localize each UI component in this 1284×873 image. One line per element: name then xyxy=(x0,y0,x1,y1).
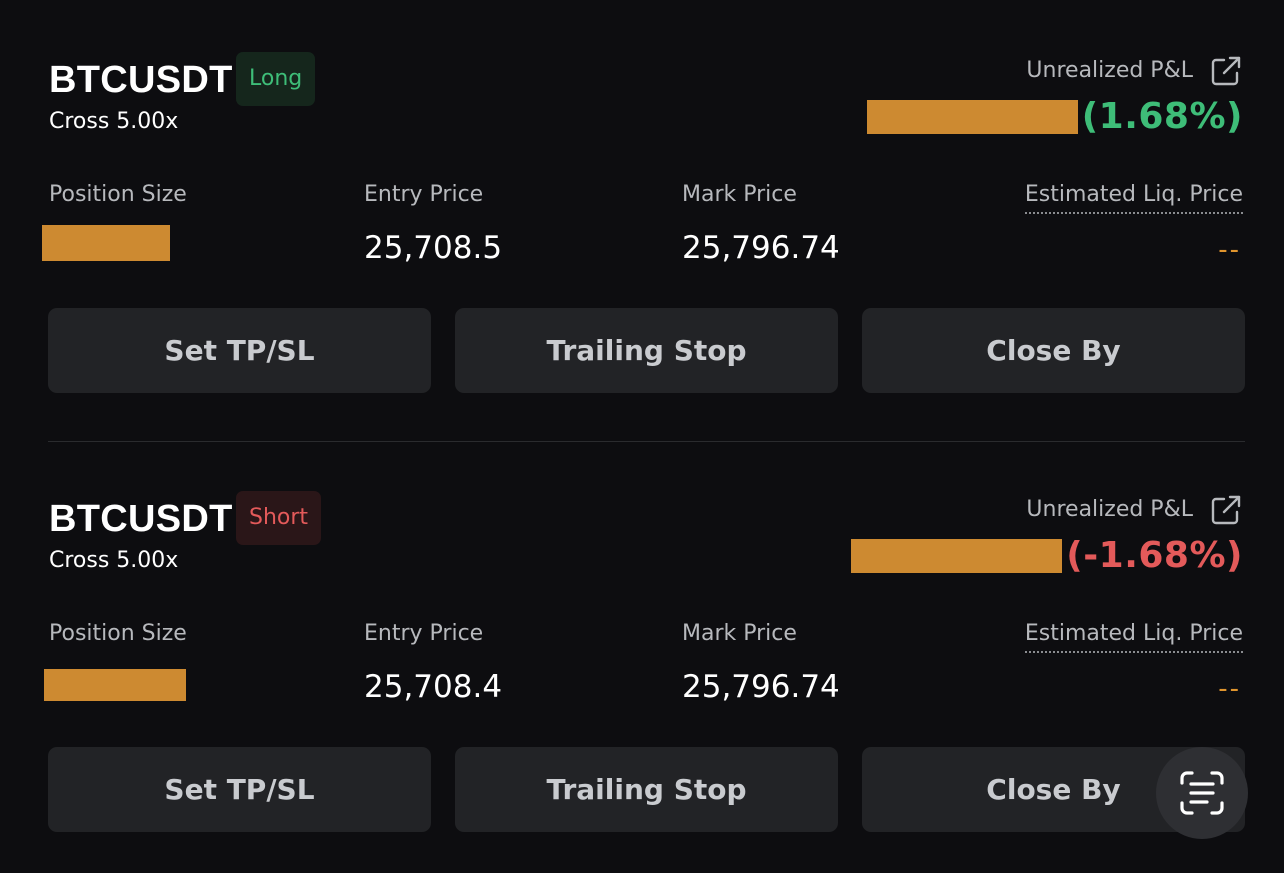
pnl-percent: (1.68%) xyxy=(1081,96,1243,137)
unrealized-pnl-label: Unrealized P&L xyxy=(1026,497,1193,522)
redacted-pnl-amount xyxy=(866,100,1078,134)
estimated-liq-price-label[interactable]: Estimated Liq. Price xyxy=(1024,619,1243,653)
redacted-pnl-amount xyxy=(851,539,1063,573)
unrealized-pnl-label: Unrealized P&L xyxy=(1026,58,1193,83)
trailing-stop-button[interactable]: Trailing Stop xyxy=(455,308,838,393)
position-symbol[interactable]: BTCUSDT xyxy=(49,59,233,101)
leverage-label[interactable]: Cross 5.00x xyxy=(49,109,179,134)
share-icon[interactable] xyxy=(1209,54,1243,88)
mark-price-value: 25,796.74 xyxy=(682,230,840,266)
position-size-label: Position Size xyxy=(49,621,187,646)
scan-text-icon xyxy=(1180,771,1224,815)
mark-price-label: Mark Price xyxy=(682,182,797,207)
mark-price-value: 25,796.74 xyxy=(682,669,840,705)
position-actions: Set TP/SL Trailing Stop Close By xyxy=(48,308,1245,393)
pnl-header: Unrealized P&L xyxy=(1026,493,1243,527)
estimated-liq-price-label[interactable]: Estimated Liq. Price xyxy=(1024,180,1243,214)
position-fields: Position Size Entry Price 25,708.5 Mark … xyxy=(42,180,1245,270)
redacted-position-size xyxy=(44,669,186,701)
entry-price-value: 25,708.4 xyxy=(364,669,503,705)
pnl-header: Unrealized P&L xyxy=(1026,54,1243,88)
close-by-button[interactable]: Close By xyxy=(862,308,1245,393)
leverage-label[interactable]: Cross 5.00x xyxy=(49,548,179,573)
set-tpsl-button[interactable]: Set TP/SL xyxy=(48,308,431,393)
set-tpsl-button[interactable]: Set TP/SL xyxy=(48,747,431,832)
redacted-position-size xyxy=(42,225,170,261)
entry-price-label: Entry Price xyxy=(364,182,484,207)
mark-price-label: Mark Price xyxy=(682,621,797,646)
pnl-percent: (-1.68%) xyxy=(1066,535,1243,576)
trailing-stop-button[interactable]: Trailing Stop xyxy=(455,747,838,832)
position-divider xyxy=(48,441,1245,442)
share-icon[interactable] xyxy=(1209,493,1243,527)
position-fields: Position Size Entry Price 25,708.4 Mark … xyxy=(44,619,1245,709)
pnl-value-row: (-1.68%) xyxy=(851,533,1243,579)
estimated-liq-price-value: -- xyxy=(1218,674,1241,704)
pnl-value-row: (1.68%) xyxy=(866,94,1243,140)
position-symbol[interactable]: BTCUSDT xyxy=(49,498,233,540)
estimated-liq-price-value: -- xyxy=(1218,235,1241,265)
position-size-label: Position Size xyxy=(49,182,187,207)
entry-price-value: 25,708.5 xyxy=(364,230,503,266)
scan-text-button[interactable] xyxy=(1156,747,1248,839)
position-actions: Set TP/SL Trailing Stop Close By xyxy=(48,747,1245,832)
side-badge-long: Long xyxy=(236,52,316,106)
side-badge-short: Short xyxy=(236,491,322,545)
entry-price-label: Entry Price xyxy=(364,621,484,646)
